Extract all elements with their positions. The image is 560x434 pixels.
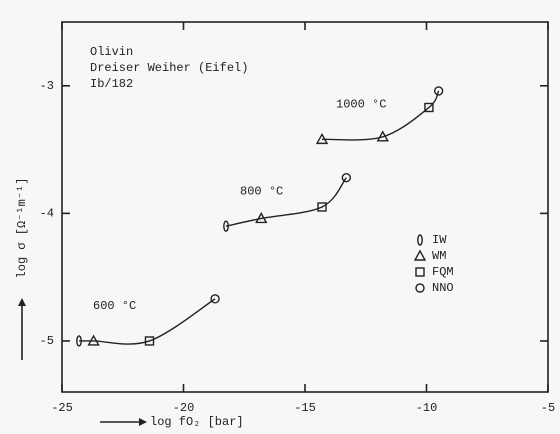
marker-iw — [76, 335, 82, 347]
series-label: 600 °C — [93, 299, 136, 313]
marker-iw — [223, 220, 229, 232]
marker-wm — [376, 130, 389, 142]
x-tick-label: -25 — [51, 401, 73, 415]
curve — [79, 298, 216, 345]
marker-wm — [315, 132, 329, 145]
series-label: 1000 °C — [336, 98, 386, 112]
x-arrow-head — [139, 418, 147, 426]
x-tick-label: -10 — [416, 401, 438, 415]
legend-label: IW — [432, 233, 447, 247]
legend-marker — [415, 283, 425, 293]
marker-nno — [210, 294, 220, 304]
legend-marker — [413, 249, 427, 261]
y-tick-label: -5 — [40, 334, 54, 348]
marker-fqm — [424, 102, 434, 113]
marker-nno — [433, 86, 444, 96]
marker-fqm — [317, 202, 327, 212]
x-axis-label: log fO₂ [bar] — [150, 415, 244, 429]
curve — [321, 90, 440, 141]
y-tick-label: -4 — [40, 207, 54, 221]
legend-label: FQM — [432, 265, 454, 279]
marker-fqm — [144, 336, 155, 346]
marker-wm — [255, 212, 268, 224]
x-tick-label: -5 — [541, 401, 555, 415]
annotation: Olivin — [90, 45, 133, 59]
plot-frame — [61, 21, 549, 393]
y-axis-label: log σ [Ω⁻¹m⁻¹] — [15, 178, 29, 279]
legend-label: NNO — [432, 281, 454, 295]
y-tick-label: -3 — [40, 79, 54, 93]
legend-label: WM — [432, 249, 446, 263]
marker-nno — [341, 172, 352, 183]
series-label: 800 °C — [240, 184, 283, 198]
legend-marker — [415, 267, 425, 277]
x-tick-label: -15 — [294, 401, 316, 415]
annotation: Dreiser Weiher (Eifel) — [90, 61, 248, 75]
curve — [225, 177, 347, 227]
legend-marker — [417, 234, 423, 246]
y-arrow-head — [18, 298, 26, 306]
annotation: Ib/182 — [90, 77, 133, 91]
x-tick-label: -20 — [173, 401, 195, 415]
marker-wm — [87, 334, 100, 346]
